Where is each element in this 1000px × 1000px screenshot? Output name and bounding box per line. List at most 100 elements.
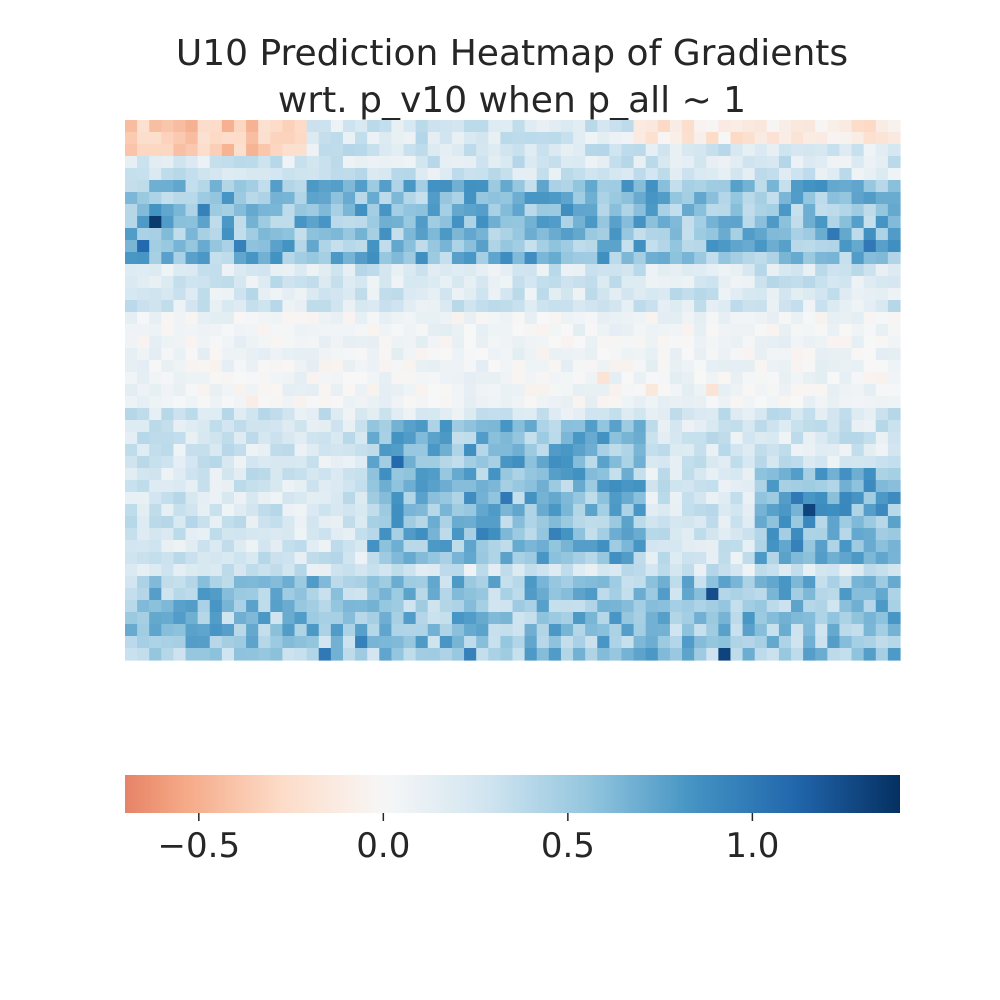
heatmap-cell [863,168,877,181]
heatmap-cell [125,480,138,493]
heatmap-cell [524,204,538,217]
heatmap-cell [379,432,393,445]
heatmap-cell [585,492,598,505]
heatmap-cell [827,420,841,433]
heatmap-cell [318,432,332,445]
heatmap-cell [573,156,586,169]
heatmap-cell [246,540,259,553]
heatmap-cell [415,420,429,433]
heatmap-cell [766,648,780,661]
heatmap-cell [149,336,162,349]
heatmap-cell [161,240,175,253]
heatmap-cell [185,300,199,313]
heatmap-cell [330,456,344,469]
heatmap-cell [125,132,138,145]
heatmap-cell [827,480,841,493]
heatmap-cell [536,324,550,337]
heatmap-cell [573,636,586,649]
heatmap-cell [560,516,574,529]
heatmap-cell [427,408,441,421]
heatmap-cell [839,120,853,133]
heatmap-cell [791,132,804,145]
heatmap-cell [149,276,162,289]
heatmap-cell [573,300,586,313]
heatmap-cell [379,480,393,493]
heatmap-cell [766,156,780,169]
heatmap-cell [367,300,380,313]
heatmap-cell [415,552,429,565]
heatmap-cell [125,420,138,433]
heatmap-cell [282,216,296,229]
heatmap-cell [621,480,635,493]
heatmap-cell [560,480,574,493]
heatmap-cell [851,156,865,169]
heatmap-cell [149,360,162,373]
heatmap-cell [173,264,187,277]
heatmap-cell [173,420,187,433]
heatmap-cell [754,384,768,397]
heatmap-cell [476,204,489,217]
heatmap-cell [125,396,138,409]
heatmap-cell [560,288,574,301]
heatmap-cell [694,384,707,397]
heatmap-cell [439,156,453,169]
heatmap-cell [730,588,744,601]
heatmap-cell [839,216,853,229]
heatmap-cell [415,360,429,373]
heatmap-cell [573,372,586,385]
heatmap-cell [815,468,828,481]
heatmap-cell [839,564,853,577]
heatmap-cell [125,300,138,313]
heatmap-cell [355,360,368,373]
heatmap-cell [827,456,841,469]
heatmap-cell [548,288,562,301]
heatmap-cell [851,408,865,421]
heatmap-cell [512,168,526,181]
heatmap-cell [754,156,768,169]
heatmap-cell [451,144,465,157]
heatmap-cell [875,180,889,193]
heatmap-cell [742,408,756,421]
heatmap-cell [669,576,683,589]
heatmap-cell [657,144,671,157]
heatmap-cell [439,516,453,529]
heatmap-cell [355,240,368,253]
heatmap-cell [233,480,247,493]
heatmap-cell [791,192,804,205]
heatmap-cell [270,336,284,349]
heatmap-cell [330,276,344,289]
heatmap-cell [137,420,150,433]
heatmap-cell [706,372,719,385]
heatmap-cell [306,648,320,661]
heatmap-cell [282,252,296,265]
heatmap-cell [403,264,417,277]
heatmap-cell [645,288,659,301]
heatmap-cell [427,348,441,361]
heatmap-cell [754,552,768,565]
heatmap-cell [560,252,574,265]
heatmap-cell [815,300,828,313]
heatmap-cell [609,636,623,649]
heatmap-cell [512,444,526,457]
heatmap-cell [149,348,162,361]
heatmap-cell [306,492,320,505]
heatmap-cell [173,192,187,205]
heatmap-cell [464,636,477,649]
heatmap-cell [221,432,235,445]
heatmap-cell [827,516,841,529]
heatmap-cell [258,528,271,541]
heatmap-cell [815,180,828,193]
heatmap-cell [318,144,332,157]
heatmap-cell [657,444,671,457]
heatmap-cell [718,588,732,601]
heatmap-cell [827,360,841,373]
heatmap-cell [379,336,393,349]
heatmap-cell [125,516,138,529]
heatmap-cell [633,384,647,397]
heatmap-cell [524,432,538,445]
heatmap-cell [318,492,332,505]
heatmap-cell [161,420,175,433]
heatmap-cell [464,216,477,229]
heatmap-cell [669,492,683,505]
heatmap-cell [488,144,501,157]
